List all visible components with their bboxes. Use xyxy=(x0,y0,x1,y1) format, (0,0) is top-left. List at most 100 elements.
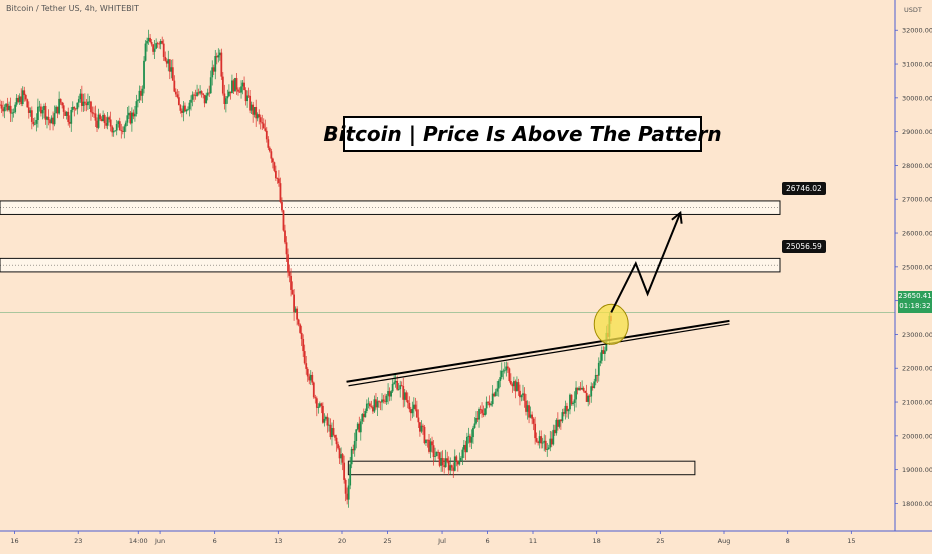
candle-body xyxy=(493,393,496,397)
candle-body xyxy=(435,451,438,457)
candle-body xyxy=(26,99,29,108)
candle-body xyxy=(102,114,104,122)
symbol-header[interactable]: Bitcoin / Tether US, 4h, WHITEBIT xyxy=(6,4,139,13)
candle-body xyxy=(558,419,561,427)
candle-body xyxy=(220,52,223,77)
candle-body xyxy=(426,439,429,441)
x-tick-label: Jul xyxy=(437,537,446,545)
candle-body xyxy=(109,119,112,127)
candle-body xyxy=(83,101,86,104)
candle-body xyxy=(114,130,117,132)
candle-body xyxy=(278,178,280,184)
candle-body xyxy=(284,230,286,243)
candle-body xyxy=(487,401,490,403)
candle-body xyxy=(221,76,224,94)
candle-body xyxy=(196,92,198,96)
candle-body xyxy=(5,103,7,107)
candle-body xyxy=(82,101,85,106)
y-tick-label: 20000.00 xyxy=(902,432,932,440)
y-tick-label: 22000.00 xyxy=(902,365,932,373)
candle-body xyxy=(437,451,440,453)
candle-body xyxy=(259,117,262,123)
candle-body xyxy=(291,289,294,295)
candle-body xyxy=(188,102,191,110)
y-tick-label: 23000.00 xyxy=(902,331,932,339)
candle-body xyxy=(593,381,596,388)
candle-body xyxy=(211,67,214,78)
candle-body xyxy=(467,435,470,437)
candle-body xyxy=(208,92,211,94)
candle-body xyxy=(511,384,514,387)
candle-body xyxy=(40,106,42,114)
candle-body xyxy=(205,95,208,104)
candle-body xyxy=(420,425,423,432)
candle-body xyxy=(262,123,265,129)
candle-body xyxy=(481,409,483,414)
candle-body xyxy=(541,442,544,444)
candle-body xyxy=(414,404,417,410)
candle-body xyxy=(237,89,239,92)
candle-body xyxy=(309,374,312,381)
candle-body xyxy=(600,350,603,361)
candle-body xyxy=(41,109,44,114)
x-tick-label: 14:00 xyxy=(129,537,148,545)
candle-body xyxy=(253,107,256,115)
candle-body xyxy=(446,458,449,462)
x-tick-label: Jun xyxy=(154,537,165,545)
candle-body xyxy=(320,403,323,406)
candle-body xyxy=(203,94,206,104)
candle-body xyxy=(364,411,367,418)
candle-body xyxy=(528,405,530,418)
y-tick-label: 29000.00 xyxy=(902,128,932,136)
candle-body xyxy=(312,382,315,398)
candle-body xyxy=(173,80,176,92)
candle-body xyxy=(523,393,526,401)
y-tick-label: 27000.00 xyxy=(902,196,932,204)
candle-body xyxy=(153,48,156,52)
candle-body xyxy=(356,423,359,430)
candle-body xyxy=(537,441,540,444)
candle-body xyxy=(3,106,6,112)
candle-body xyxy=(103,114,106,124)
candle-body xyxy=(243,82,245,91)
trendline-lower xyxy=(348,323,730,387)
candle-body xyxy=(106,117,109,126)
candle-body xyxy=(71,106,74,110)
candle-body xyxy=(124,122,127,127)
candle-body xyxy=(340,454,342,459)
candle-body xyxy=(152,44,155,52)
candle-body xyxy=(444,458,447,468)
candle-body xyxy=(393,382,396,384)
candle-body xyxy=(76,102,79,110)
candle-body xyxy=(90,101,92,113)
candle-body xyxy=(417,417,420,423)
candle-body xyxy=(308,376,311,381)
candle-body xyxy=(334,434,336,438)
x-tick-label: 20 xyxy=(338,537,346,545)
candle-body xyxy=(561,412,564,422)
candle-body xyxy=(403,392,406,400)
candle-body xyxy=(43,105,45,110)
candle-body xyxy=(452,467,455,471)
candle-body xyxy=(405,392,408,401)
candle-body xyxy=(550,438,553,445)
candle-body xyxy=(323,418,326,423)
candle-body xyxy=(575,387,577,400)
candle-body xyxy=(91,112,94,114)
candle-body xyxy=(531,414,533,419)
candle-body xyxy=(472,427,474,438)
candle-body xyxy=(532,418,535,424)
candle-body xyxy=(520,395,523,398)
candle-body xyxy=(372,407,374,412)
candle-body xyxy=(49,120,51,124)
candle-body xyxy=(247,95,250,97)
candle-body xyxy=(47,116,50,121)
candle-body xyxy=(596,374,599,376)
candle-body xyxy=(358,423,361,433)
candle-body xyxy=(311,374,314,383)
candle-body xyxy=(135,101,138,115)
candle-body xyxy=(396,380,399,390)
candle-body xyxy=(62,105,65,112)
candle-body xyxy=(456,461,459,465)
